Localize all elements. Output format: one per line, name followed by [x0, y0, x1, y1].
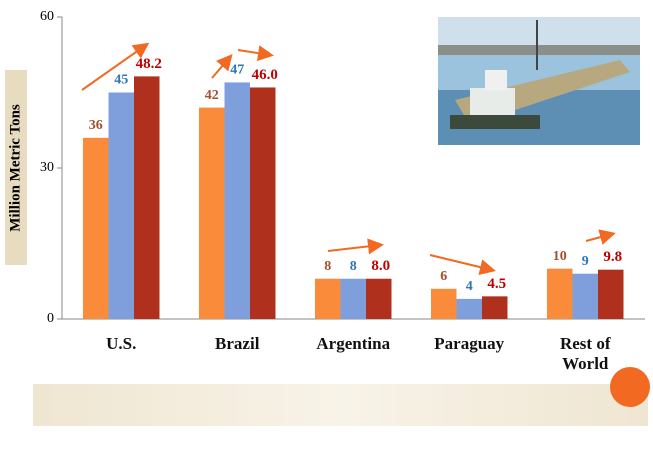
bar	[598, 269, 624, 319]
bar	[340, 278, 366, 319]
bar	[547, 268, 573, 319]
trend-arrows	[81, 42, 616, 275]
value-label: 9	[582, 254, 589, 269]
value-label: 9.8	[603, 249, 622, 265]
x-tick-label: U.S.	[106, 334, 137, 353]
y-label-bg	[5, 70, 27, 265]
value-label: 8	[324, 259, 331, 274]
x-tick-label: Paraguay	[434, 334, 505, 353]
value-label: 8.0	[371, 258, 390, 274]
value-label: 6	[440, 269, 447, 284]
bar	[199, 107, 225, 319]
y-axis-label: Million Metric Tons	[7, 104, 23, 232]
value-label: 46.0	[252, 67, 278, 83]
value-label: 48.2	[136, 56, 162, 72]
x-tick-label: Rest of World	[559, 334, 611, 373]
value-label: 4	[466, 279, 473, 294]
value-label: 47	[230, 63, 244, 78]
bar	[431, 288, 457, 319]
bar	[224, 82, 250, 319]
legend-bg	[33, 384, 648, 426]
bar	[315, 278, 341, 319]
bar	[456, 298, 482, 319]
value-label: 4.5	[487, 276, 506, 292]
y-tick-label: 60	[40, 9, 54, 24]
value-label: 45	[114, 73, 128, 88]
y-tick-label: 30	[40, 160, 54, 175]
value-label: 8	[350, 259, 357, 274]
bar	[134, 76, 160, 319]
bar	[108, 92, 134, 319]
value-label: 42	[205, 88, 219, 103]
bar	[83, 137, 109, 319]
bar	[366, 278, 392, 319]
x-tick-label: Argentina	[316, 334, 391, 353]
value-label: 36	[89, 118, 103, 133]
x-tick-label: Brazil	[215, 334, 260, 353]
photo	[438, 17, 640, 145]
bar	[572, 273, 598, 319]
bar	[250, 87, 276, 319]
decor-circle	[610, 367, 650, 407]
value-label: 10	[553, 249, 567, 264]
y-tick-label: 0	[47, 311, 54, 326]
bar	[482, 296, 508, 319]
